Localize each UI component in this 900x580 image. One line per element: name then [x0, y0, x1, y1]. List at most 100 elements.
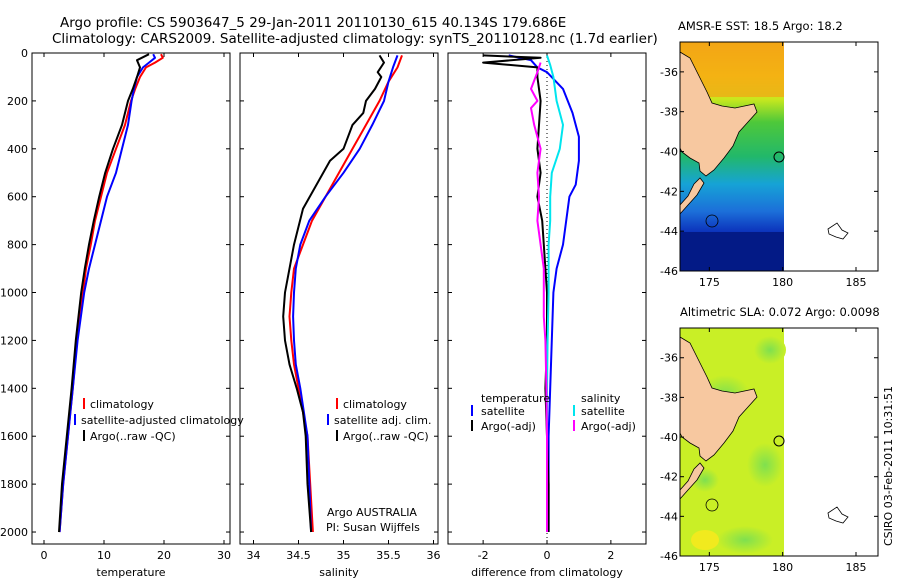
x-tick-label: 10 — [97, 549, 111, 562]
x-tick-label: 0 — [544, 549, 551, 562]
legend-climatology: climatology — [343, 398, 407, 411]
legend-temp-argo: Argo(-adj) — [481, 420, 536, 433]
sla-blob — [717, 526, 773, 554]
annotation-argo-australia: Argo AUSTRALIA — [327, 506, 417, 519]
legend-satellite-adj: satellite adj. clim. — [334, 414, 431, 427]
difference-legend: temperature satellite Argo(-adj) salinit… — [471, 392, 636, 433]
legend-salinity-header: salinity — [581, 392, 621, 405]
x-tick-label: 36 — [427, 549, 441, 562]
map-x-tick-label: 185 — [846, 561, 867, 574]
annotation-pi: PI: Susan Wijffels — [326, 521, 420, 534]
map-y-tick-label: -46 — [660, 550, 678, 563]
y-tick-label: 0 — [21, 47, 28, 60]
map-y-tick-label: -38 — [660, 106, 678, 119]
land-north-island — [679, 336, 758, 462]
sst-cold-patch — [680, 232, 784, 271]
legend-temp-satellite: satellite — [481, 405, 525, 418]
x-tick-label: 0 — [41, 549, 48, 562]
x-tick-label: 20 — [157, 549, 171, 562]
sla-blob — [754, 336, 786, 364]
map-y-tick-label: -42 — [660, 471, 678, 484]
map-y-tick-label: -40 — [660, 431, 678, 444]
series-line — [58, 53, 156, 533]
map-y-tick-label: -46 — [660, 265, 678, 278]
x-tick-label: 34.5 — [286, 549, 311, 562]
series-line — [530, 62, 548, 532]
x-tick-label: 35.5 — [376, 549, 401, 562]
figure-title-line2: Climatology: CARS2009. Satellite-adjuste… — [52, 31, 658, 47]
x-axis-label: salinity — [319, 566, 359, 579]
temperature-panel: 0 200 400 600 800 1000 1200 1400 1600 1800 2000 0 10… — [0, 47, 231, 579]
legend-temperature-header: temperature — [481, 392, 550, 405]
y-tick-label: 800 — [7, 239, 28, 252]
sst-map-title: AMSR-E SST: 18.5 Argo: 18.2 — [678, 19, 843, 33]
salinity-annotation: Argo AUSTRALIA PI: Susan Wijffels — [326, 506, 420, 534]
map-x-tick-label: 175 — [699, 561, 720, 574]
x-tick-label: 34 — [247, 549, 261, 562]
axes-box — [31, 52, 231, 545]
y-tick-label: 1400 — [0, 382, 28, 395]
map-x-tick-label: 185 — [846, 276, 867, 289]
chatham-island — [827, 506, 849, 524]
series-line — [282, 54, 385, 533]
float-position-marker — [773, 151, 785, 163]
map-y-tick-label: -44 — [660, 510, 678, 523]
sla-map-title: Altimetric SLA: 0.072 Argo: 0.0098 — [680, 305, 880, 319]
salinity-panel: 34 34.5 35 35.5 36 salinity — [239, 52, 441, 579]
csiro-timestamp: CSIRO 03-Feb-2011 10:31:51 — [882, 386, 895, 546]
y-tick-label: 400 — [7, 143, 28, 156]
land-south-island — [679, 177, 705, 216]
y-tick-label: 2000 — [0, 526, 28, 539]
legend-climatology: climatology — [90, 398, 154, 411]
y-tick-label: 1200 — [0, 334, 28, 347]
series-line — [292, 55, 399, 533]
x-tick-label: 30 — [217, 549, 231, 562]
series-line — [58, 53, 164, 533]
eddy-contour — [705, 214, 719, 228]
y-tick-label: 200 — [7, 95, 28, 108]
x-axis-label: difference from climatology — [471, 566, 623, 579]
difference-panel: -2 0 2 difference from climatology — [447, 52, 647, 579]
legend-sal-argo: Argo(-adj) — [581, 420, 636, 433]
axes-box — [239, 52, 439, 545]
salinity-legend: climatology satellite adj. clim. Argo(..… — [327, 398, 431, 443]
map-x-tick-label: 180 — [772, 276, 793, 289]
sst-map: 175 180 185 -36 -38 -40 -42 -44 -46 — [660, 41, 879, 289]
x-tick-label: 2 — [607, 549, 614, 562]
map-y-tick-label: -44 — [660, 225, 678, 238]
legend-sal-satellite: satellite — [581, 405, 625, 418]
eddy-contour — [705, 498, 719, 512]
legend-satellite-adjusted: satellite-adjusted climatology — [81, 414, 244, 427]
map-y-tick-label: -38 — [660, 391, 678, 404]
map-x-tick-label: 175 — [699, 276, 720, 289]
x-tick-label: 35 — [337, 549, 351, 562]
x-axis-label: temperature — [96, 566, 165, 579]
map-y-tick-label: -42 — [660, 185, 678, 198]
legend-argo: Argo(..raw -QC) — [90, 430, 176, 443]
map-y-tick-label: -40 — [660, 146, 678, 159]
sla-axes-box — [679, 327, 879, 557]
float-position-marker — [773, 435, 785, 447]
temperature-legend: climatology satellite-adjusted climatolo… — [74, 398, 244, 443]
land-south-island — [679, 462, 705, 501]
series-line — [508, 54, 580, 532]
legend-argo: Argo(..raw -QC) — [343, 430, 429, 443]
y-tick-label: 1800 — [0, 478, 28, 491]
x-tick-label: -2 — [478, 549, 489, 562]
figure-title-line1: Argo profile: CS 5903647_5 29-Jan-2011 2… — [60, 15, 566, 31]
land-north-island — [679, 51, 758, 177]
map-x-tick-label: 180 — [772, 561, 793, 574]
sla-warm-patch — [691, 530, 719, 550]
y-tick-label: 1600 — [0, 430, 28, 443]
series-line — [482, 54, 550, 532]
sla-map: 175 180 185 -36 -38 -40 -42 -44 -46 — [660, 327, 879, 574]
chatham-island — [827, 222, 849, 240]
sst-axes-box — [679, 41, 879, 272]
sla-blob — [747, 443, 783, 487]
map-y-tick-label: -36 — [660, 352, 678, 365]
y-tick-label: 600 — [7, 191, 28, 204]
series-line — [58, 53, 150, 533]
map-y-tick-label: -36 — [660, 66, 678, 79]
y-tick-label: 1000 — [0, 287, 28, 300]
